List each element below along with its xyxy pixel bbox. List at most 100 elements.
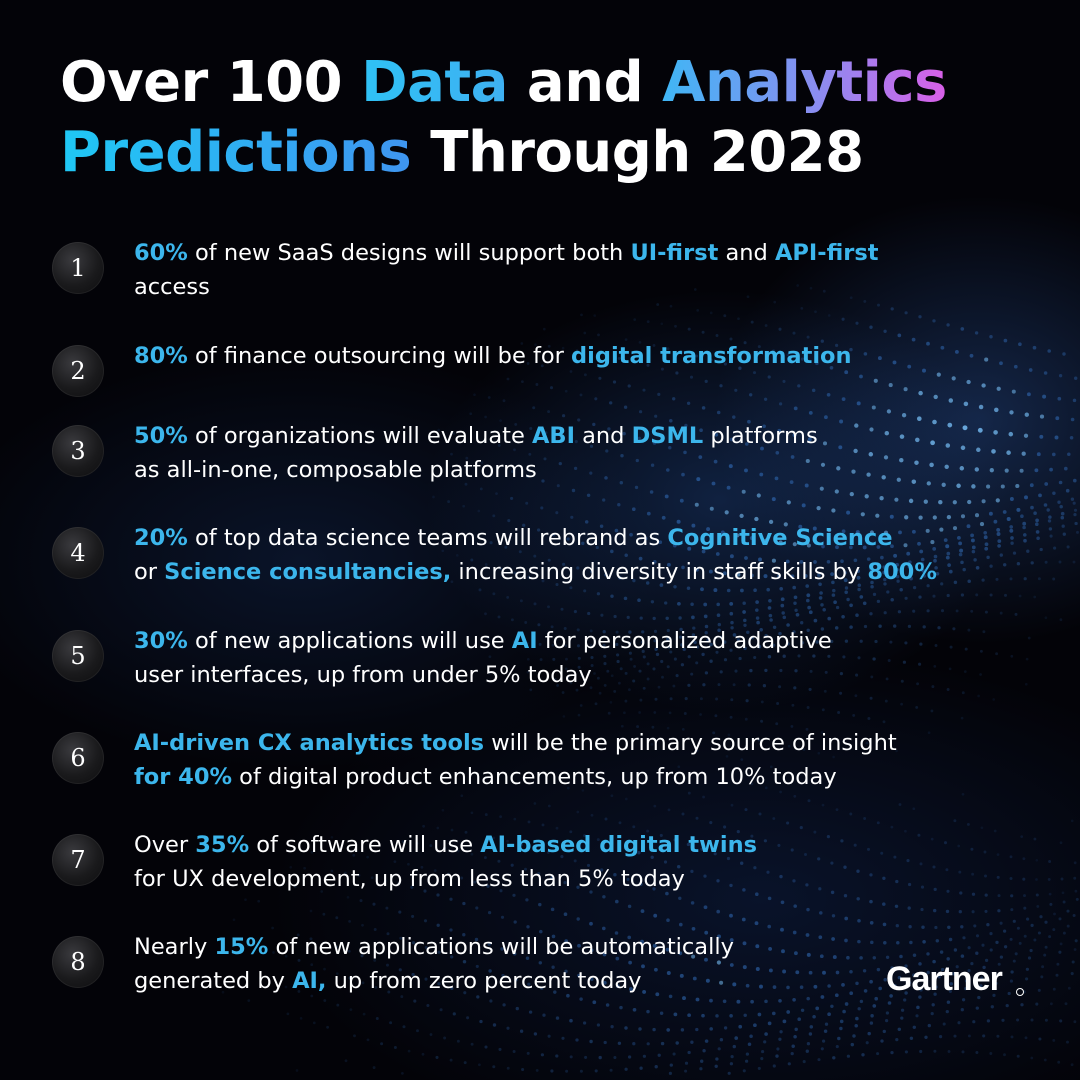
- particle-dot: [348, 976, 352, 980]
- particle-dot: [782, 969, 787, 974]
- particle-dot: [729, 648, 733, 652]
- particle-dot: [1057, 1060, 1061, 1064]
- particle-dot: [750, 320, 754, 324]
- particle-dot: [640, 939, 644, 944]
- particle-dot: [1002, 510, 1007, 514]
- particle-dot: [1067, 452, 1071, 457]
- particle-dot: [896, 941, 900, 945]
- particle-dot: [610, 674, 614, 678]
- particle-dot: [1044, 920, 1048, 924]
- particle-dot: [909, 940, 913, 945]
- particle-dot: [362, 1012, 366, 1016]
- particle-dot: [945, 868, 949, 872]
- particle-dot: [778, 540, 783, 545]
- particle-dot: [963, 401, 969, 407]
- particle-dot: [947, 422, 953, 428]
- particle-dot: [757, 1066, 761, 1070]
- particle-dot: [686, 401, 691, 405]
- particle-dot: [922, 625, 926, 629]
- particle-dot: [862, 601, 867, 606]
- particle-dot: [233, 940, 237, 944]
- particle-dot: [232, 918, 236, 922]
- particle-dot: [857, 583, 862, 588]
- particle-dot: [1033, 938, 1037, 942]
- particle-dot: [683, 712, 687, 715]
- particle-dot: [668, 1071, 673, 1075]
- particle-dot: [247, 999, 251, 1002]
- particle-dot: [666, 468, 670, 472]
- particle-dot: [856, 869, 860, 873]
- particle-dot: [512, 1050, 516, 1053]
- particle-dot: [741, 489, 746, 494]
- particle-dot: [856, 575, 861, 580]
- particle-dot: [413, 999, 417, 1003]
- particle-dot: [760, 1057, 764, 1061]
- particle-dot: [678, 951, 683, 956]
- particle-dot: [514, 978, 518, 982]
- particle-dot: [719, 1038, 724, 1042]
- particle-dot: [975, 1006, 979, 1010]
- particle-dot: [561, 346, 565, 350]
- particle-dot: [792, 331, 796, 335]
- particle-dot: [596, 838, 600, 842]
- particle-dot: [772, 349, 776, 353]
- particle-dot: [1005, 1003, 1009, 1008]
- particle-dot: [861, 1053, 865, 1057]
- particle-dot: [914, 460, 919, 465]
- particle-dot: [429, 844, 433, 848]
- particle-dot: [849, 603, 853, 608]
- particle-dot: [1010, 654, 1014, 658]
- particle-dot: [986, 484, 991, 489]
- particle-dot: [1048, 860, 1052, 863]
- particle-dot: [790, 1051, 794, 1056]
- particle-dot: [284, 985, 288, 989]
- particle-dot: [569, 1018, 573, 1023]
- particle-dot: [559, 435, 563, 439]
- particle-dot: [763, 1040, 767, 1044]
- particle-dot: [1074, 376, 1078, 380]
- particle-dot: [933, 887, 937, 892]
- particle-dot: [610, 842, 614, 846]
- particle-dot: [889, 640, 893, 644]
- particle-dot: [590, 664, 594, 667]
- particle-dot: [525, 501, 529, 505]
- particle-dot: [681, 472, 685, 477]
- particle-dot: [1044, 1018, 1048, 1022]
- particle-dot: [1022, 521, 1027, 526]
- particle-dot: [366, 1038, 370, 1042]
- particle-dot: [704, 671, 709, 675]
- particle-dot: [1009, 979, 1013, 983]
- particle-dot: [956, 483, 961, 489]
- particle-dot: [470, 811, 474, 815]
- particle-dot: [576, 885, 580, 889]
- particle-dot: [639, 616, 643, 620]
- particle-dot: [555, 511, 559, 515]
- particle-dot: [704, 1039, 709, 1043]
- particle-dot: [855, 321, 859, 325]
- particle-dot: [791, 1044, 795, 1049]
- particle-dot: [553, 990, 557, 994]
- particle-dot: [842, 655, 846, 659]
- particle-dot: [709, 642, 713, 647]
- particle-dot: [793, 904, 797, 908]
- particle-dot: [462, 933, 466, 937]
- particle-dot: [564, 644, 568, 648]
- particle-dot: [579, 674, 583, 678]
- particle-dot: [904, 641, 908, 645]
- particle-dot: [709, 998, 713, 1003]
- particle-dot: [638, 556, 643, 561]
- particle-dot: [293, 885, 297, 889]
- particle-dot: [295, 1069, 299, 1072]
- particle-dot: [551, 934, 556, 939]
- particle-dot: [732, 415, 736, 419]
- particle-dot: [410, 885, 414, 889]
- particle-dot: [899, 587, 903, 592]
- particle-dot: [802, 748, 806, 751]
- particle-dot: [927, 1023, 931, 1028]
- particle-dot: [540, 506, 544, 510]
- particle-dot: [487, 910, 492, 915]
- particle-dot: [761, 1050, 765, 1054]
- particle-dot: [547, 558, 551, 562]
- particle-dot: [629, 532, 633, 537]
- particle-dot: [919, 549, 924, 554]
